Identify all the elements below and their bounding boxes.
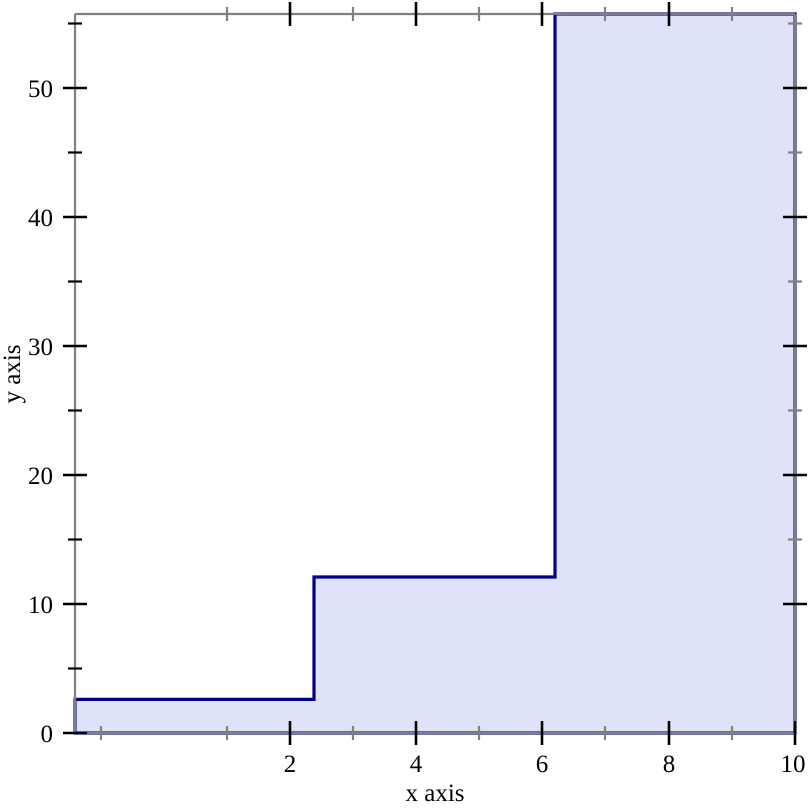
x-minor-ticks <box>99 726 734 740</box>
y-major-ticks <box>63 86 87 735</box>
x-tick-labels: 2 4 6 8 10 <box>284 751 806 778</box>
y-tick-label-30: 30 <box>28 334 53 361</box>
y-major-ticks-right <box>783 86 807 606</box>
x-minor-ticks-top <box>225 7 734 21</box>
x-tick-label-6: 6 <box>536 751 549 778</box>
y-tick-label-20: 20 <box>28 463 53 490</box>
axes-spines <box>73 12 797 735</box>
y-tick-label-50: 50 <box>28 76 53 103</box>
y-axis-title: y axis <box>0 344 26 403</box>
x-axis-title: x axis <box>405 780 464 807</box>
x-tick-label-2: 2 <box>284 751 297 778</box>
y-minor-ticks-right <box>788 22 802 541</box>
x-major-ticks-top <box>288 2 671 26</box>
bar-series <box>75 14 795 733</box>
bar-2 <box>314 577 555 733</box>
y-tick-label-10: 10 <box>28 592 53 619</box>
x-tick-label-10: 10 <box>781 751 806 778</box>
bar-3 <box>555 14 795 733</box>
y-minor-ticks <box>68 22 82 670</box>
y-tick-labels: 0 10 20 30 40 50 <box>28 76 53 748</box>
x-tick-label-4: 4 <box>410 751 423 778</box>
y-tick-label-40: 40 <box>28 205 53 232</box>
x-tick-label-8: 8 <box>663 751 676 778</box>
y-tick-label-0: 0 <box>41 721 54 748</box>
bar-1 <box>75 699 314 733</box>
x-major-ticks <box>288 721 797 745</box>
